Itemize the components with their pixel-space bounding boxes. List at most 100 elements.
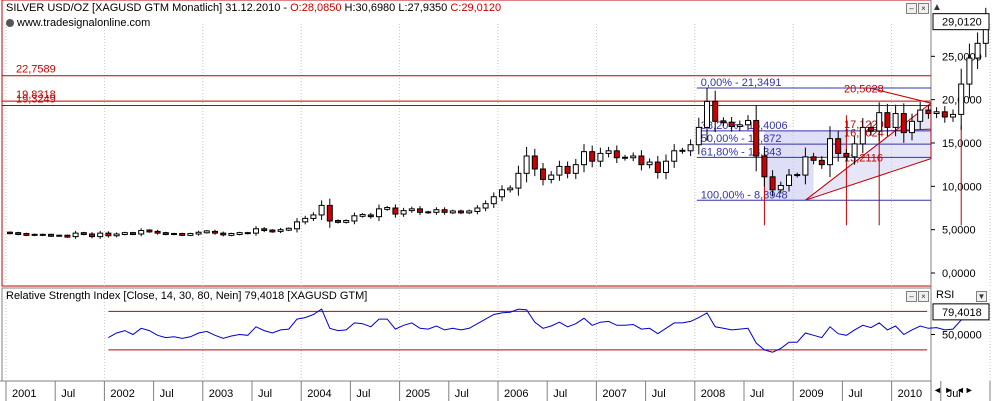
candle-body [884, 112, 891, 128]
candle-body [909, 120, 915, 134]
candle-body [146, 229, 153, 233]
candle-body [474, 207, 481, 212]
candle-body [269, 229, 276, 233]
xtick-label: Jul [160, 388, 174, 400]
candle-body [482, 203, 489, 209]
price-ytick-label: 15,0000 [942, 138, 982, 150]
candle-body [941, 111, 948, 118]
header-close: C:29,0120 [450, 2, 502, 14]
candle-body [876, 112, 883, 132]
close-icon[interactable]: × [918, 3, 929, 14]
support-line-label: 19,3249 [16, 94, 56, 106]
candle-body [925, 109, 932, 115]
scroll-arrows-icon[interactable]: ◄ ► ◄► [933, 385, 974, 395]
candle-body [400, 210, 407, 215]
xtick-label: 2007 [602, 388, 626, 400]
xtick-label: Jul [652, 388, 666, 400]
candle-body [663, 160, 669, 173]
rsi-close-icon[interactable]: × [918, 291, 929, 302]
candle-body [851, 143, 858, 158]
candle-body [900, 113, 907, 134]
target-label: 20,5628 [844, 83, 884, 95]
rsi-scroll-icon[interactable]: ▼ [976, 291, 987, 302]
candle-body [868, 126, 874, 132]
candle-body [736, 124, 743, 128]
candle-body [130, 232, 136, 235]
candle-body [581, 151, 587, 166]
candle-body [671, 150, 678, 162]
candle-body [105, 232, 112, 237]
xtick-label: Jul [848, 388, 862, 400]
candle-body [376, 208, 382, 218]
xtick-label: 2010 [898, 388, 922, 400]
candle-body [326, 204, 333, 222]
candle-body [244, 232, 251, 235]
candle-body [540, 168, 546, 180]
rsi-title: Relative Strength Index [Close, 14, 30, … [6, 290, 368, 302]
xtick-label: 2004 [307, 388, 331, 400]
candle-body [466, 210, 473, 214]
candle-body [917, 109, 924, 122]
header-period: Monatlich] 31.12.2010 - [172, 2, 288, 14]
last-price-value: 29,0120 [942, 17, 982, 29]
candle-body [97, 232, 104, 238]
candle-body [294, 221, 300, 230]
candle-body [220, 232, 227, 236]
candle-body [285, 227, 292, 231]
candle-body [564, 165, 571, 174]
candle-body [835, 138, 842, 154]
candle-body [138, 230, 145, 235]
candle-body [417, 208, 423, 213]
candle-body [630, 155, 637, 159]
minimize-icon[interactable]: – [906, 3, 917, 14]
rsi-last-value: 79,4018 [942, 307, 982, 319]
candle-body [786, 174, 792, 186]
scroll-up-icon[interactable]: ▲ [932, 2, 942, 13]
candle-body [859, 126, 866, 145]
candle-body [302, 217, 309, 223]
candle-body [769, 176, 776, 191]
candle-body [408, 208, 415, 212]
candle-body [745, 119, 751, 126]
candle-body [39, 233, 46, 236]
xtick-label: 2006 [504, 388, 528, 400]
candle-body [679, 149, 686, 152]
candle-body [236, 232, 243, 235]
candle-body [523, 155, 530, 174]
xtick-label: 2003 [209, 388, 233, 400]
fib-level-label: 0,00% - 21,3491 [701, 77, 782, 89]
rsi-minimize-icon[interactable]: – [906, 291, 917, 302]
candle-body [802, 156, 809, 176]
candle-body [704, 100, 710, 128]
support-line-label: 22,7589 [16, 64, 56, 76]
fib-level-label: 100,00% - 8,3948 [701, 189, 788, 201]
candle-body [72, 232, 79, 238]
rsi-ytick-label: 50,0000 [942, 330, 982, 342]
candle-body [728, 121, 735, 128]
price-ytick-label: 10,0000 [942, 181, 982, 193]
candle-body [695, 126, 702, 146]
candle-body [48, 233, 54, 237]
rsi-axis-title: RSI [936, 289, 955, 301]
candle-body [64, 234, 71, 238]
candle-body [974, 42, 981, 59]
xtick-label: Jul [947, 388, 961, 400]
candle-body [318, 204, 325, 216]
header-low: L:27,9350 [398, 2, 448, 14]
candle-body [818, 159, 825, 166]
website-icon [6, 19, 14, 28]
xtick-label: Jul [61, 388, 75, 400]
candle-body [15, 232, 22, 235]
candle-body [56, 234, 63, 237]
candle-body [654, 161, 661, 173]
header-open: O:28,0850 [290, 2, 342, 14]
candle-body [777, 184, 784, 191]
candle-body [605, 150, 612, 154]
website-text: www.tradesignalonline.com [17, 17, 151, 29]
candle-body [203, 230, 210, 234]
candle-body [843, 152, 850, 158]
candle-body [499, 189, 505, 198]
candle-body [958, 83, 965, 115]
candle-body [425, 211, 432, 214]
